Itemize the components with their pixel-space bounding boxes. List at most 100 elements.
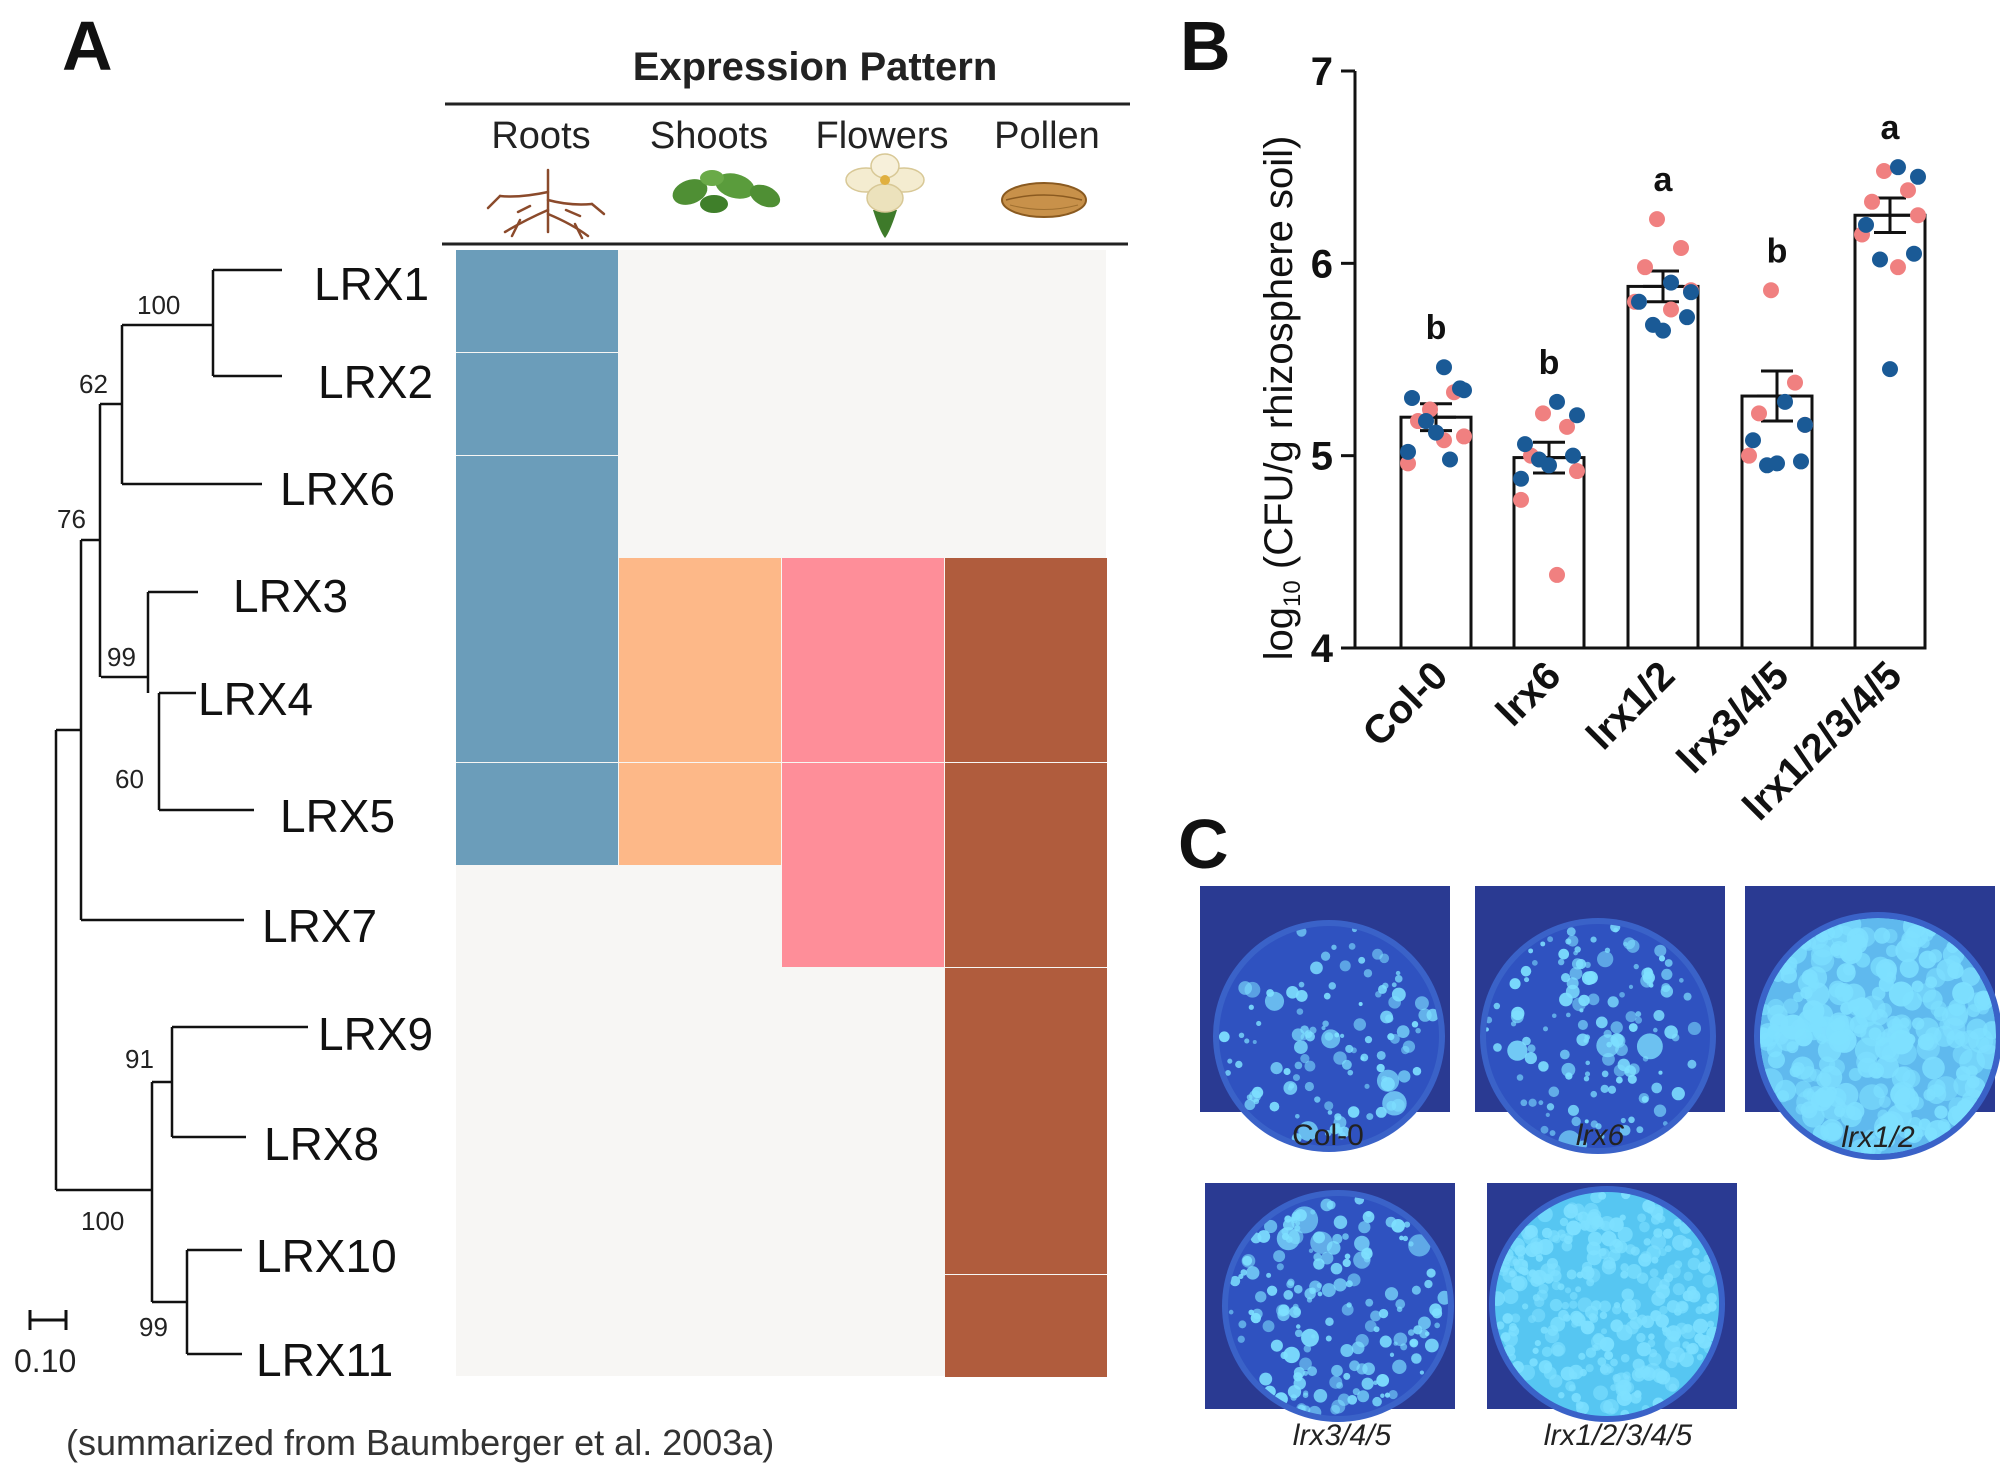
- colony: [1672, 1283, 1685, 1296]
- colony: [1418, 1008, 1432, 1022]
- column-flowers: Flowers: [815, 115, 948, 157]
- point-red: [1876, 163, 1892, 180]
- point-blue: [1569, 407, 1585, 424]
- colony: [1834, 982, 1854, 1002]
- colony: [1850, 1138, 1873, 1154]
- colony: [1528, 1315, 1536, 1324]
- colony: [1577, 1297, 1593, 1313]
- scale-bar-label: 0.10: [14, 1343, 76, 1379]
- colony: [1560, 1366, 1575, 1381]
- cell-lrx4-pollen: [945, 660, 1107, 762]
- y-tick-label: 7: [1311, 50, 1333, 94]
- colony: [1860, 1021, 1886, 1047]
- colony: [1316, 1282, 1323, 1289]
- colony: [1229, 1275, 1241, 1287]
- colony: [1522, 1303, 1529, 1310]
- colony: [1219, 1031, 1230, 1043]
- colony: [1266, 1272, 1272, 1278]
- plate-label-2: lrx1/2: [1841, 1121, 1915, 1154]
- colony: [1534, 1339, 1541, 1347]
- colony: [1550, 1316, 1566, 1332]
- point-blue: [1745, 432, 1761, 449]
- colony: [1283, 1290, 1294, 1300]
- gene-label-lrx8: LRX8: [264, 1118, 379, 1170]
- colony: [1246, 1094, 1253, 1101]
- y-tick-label: 4: [1311, 627, 1334, 671]
- colony: [1558, 948, 1570, 960]
- colony: [1687, 1059, 1697, 1069]
- colony: [1628, 1310, 1638, 1320]
- colony: [1687, 1021, 1702, 1036]
- colony: [1778, 1031, 1790, 1043]
- colony: [1503, 1289, 1519, 1305]
- colony: [1947, 962, 1964, 979]
- colony: [1857, 1057, 1878, 1078]
- colony: [1586, 1278, 1595, 1287]
- colonies: [1760, 918, 1996, 1154]
- colony: [1679, 978, 1684, 983]
- colony: [1559, 1217, 1569, 1227]
- colony: [1298, 981, 1305, 988]
- colony: [1376, 1373, 1390, 1387]
- colony: [1683, 992, 1692, 1001]
- colony: [1658, 955, 1666, 962]
- colony: [1373, 1326, 1380, 1333]
- colony: [1842, 963, 1856, 976]
- colony: [1520, 1099, 1528, 1107]
- colony: [1904, 1124, 1923, 1144]
- colony: [1363, 969, 1373, 978]
- colony: [1225, 1069, 1231, 1076]
- colony: [1329, 1375, 1343, 1389]
- colony: [1294, 1329, 1303, 1338]
- flowers-icon: [845, 153, 925, 238]
- colony: [1598, 1192, 1607, 1200]
- plate-4: [1487, 1183, 1737, 1422]
- cell-lrx10-pollen: [945, 1172, 1107, 1274]
- colony: [1303, 1390, 1309, 1396]
- cell-lrx11-pollen: [945, 1275, 1107, 1377]
- y-axis-label: log10 (CFU/g rhizosphere soil): [1257, 136, 1306, 661]
- colony: [1528, 1098, 1537, 1107]
- colony: [1412, 1066, 1422, 1076]
- point-blue: [1452, 380, 1468, 397]
- colony: [1277, 1308, 1290, 1322]
- colony: [1876, 967, 1888, 978]
- point-blue: [1910, 168, 1926, 185]
- y-tick-label: 5: [1311, 435, 1333, 479]
- colony: [1655, 1314, 1669, 1328]
- gene-label-lrx3: LRX3: [233, 570, 348, 622]
- point-red: [1890, 259, 1906, 276]
- colony: [1802, 1088, 1815, 1100]
- gene-label-lrx6: LRX6: [280, 463, 395, 515]
- colony: [1283, 1346, 1300, 1364]
- colony: [1671, 1087, 1685, 1101]
- colony: [1571, 1116, 1581, 1127]
- colony: [1424, 1338, 1439, 1353]
- colony: [1767, 998, 1785, 1017]
- colony: [1613, 927, 1619, 933]
- colony: [1786, 1041, 1799, 1054]
- colony: [1625, 1321, 1639, 1335]
- colony: [1308, 1248, 1314, 1254]
- colony: [1387, 1033, 1395, 1041]
- colony: [1380, 1010, 1393, 1024]
- colony: [1543, 1026, 1549, 1032]
- colony: [1227, 1058, 1233, 1064]
- colony: [1295, 989, 1308, 1002]
- colony: [1565, 1380, 1576, 1392]
- colony: [1623, 941, 1628, 947]
- colony: [1650, 1234, 1667, 1250]
- colony: [1298, 1121, 1319, 1141]
- colony: [1486, 1027, 1489, 1032]
- significance-letter: a: [1881, 109, 1901, 147]
- colony: [1538, 1061, 1549, 1072]
- source-note: (summarized from Baumberger et al. 2003a…: [66, 1422, 774, 1463]
- colony: [1829, 943, 1843, 957]
- bootstrap-100b: 100: [81, 1206, 124, 1236]
- colony: [1301, 1328, 1319, 1347]
- colony: [1653, 1104, 1667, 1117]
- colony: [1561, 1240, 1573, 1252]
- colony: [1524, 1051, 1537, 1065]
- point-blue: [1872, 251, 1888, 268]
- colony: [1569, 1300, 1578, 1309]
